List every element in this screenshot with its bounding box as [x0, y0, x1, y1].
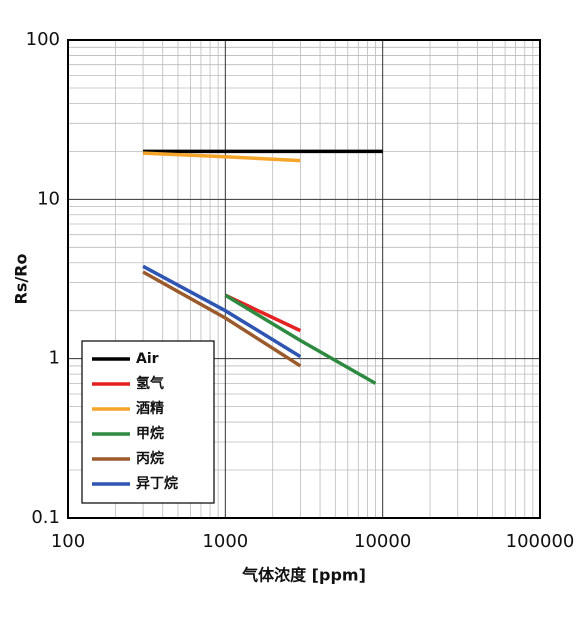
legend-label: 甲烷: [136, 425, 164, 442]
y-axis-label: Rs/Ro: [12, 253, 31, 304]
x-axis-label: 气体浓度 [ppm]: [241, 566, 366, 585]
legend-label: Air: [136, 351, 159, 367]
legend-label: 氢气: [136, 375, 164, 392]
series-line: [224, 293, 377, 385]
series-line: [142, 151, 301, 163]
legend-box: [81, 340, 215, 504]
y-tick-label: 10: [37, 188, 60, 209]
y-tick-label: 100: [26, 29, 60, 50]
x-tick-label: 100: [51, 531, 85, 552]
legend-label: 异丁烷: [136, 475, 178, 492]
x-tick-label: 10000: [354, 531, 411, 552]
plot-frame: [67, 39, 541, 519]
legend-label: 丙烷: [136, 450, 164, 467]
x-tick-label: 1000: [202, 531, 248, 552]
legend-label: 酒精: [136, 400, 164, 417]
x-tick-label: 100000: [506, 531, 575, 552]
series-line: [142, 264, 302, 359]
y-tick-label: 0.1: [31, 507, 60, 528]
y-tick-label: 1: [49, 348, 60, 369]
series-line: [142, 270, 302, 368]
